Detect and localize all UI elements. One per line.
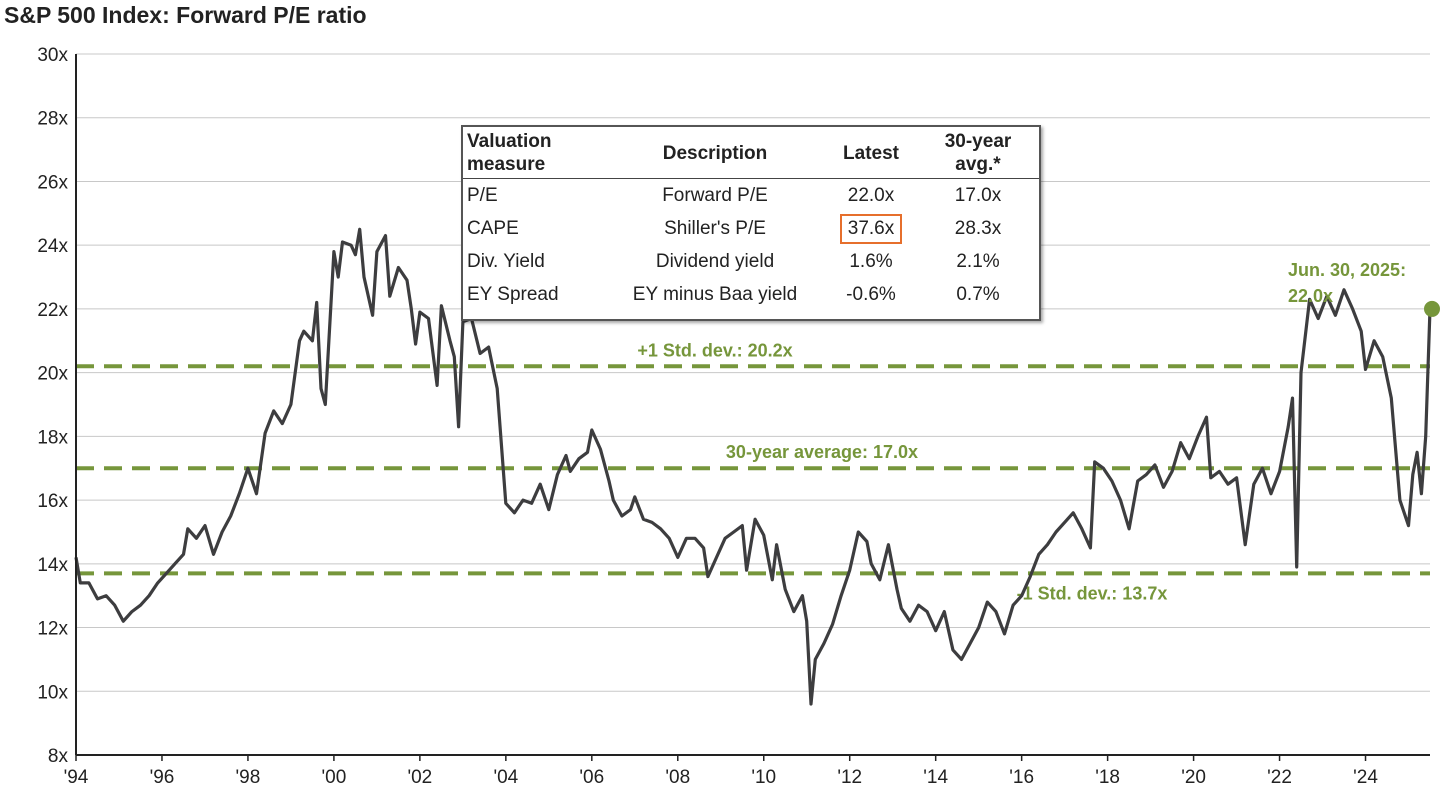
y-tick-label: 30x — [37, 45, 68, 66]
x-tick-label: '98 — [236, 767, 261, 788]
header-measure: Valuation measure — [463, 127, 605, 179]
end-point-label-value: 22.0x — [1288, 286, 1333, 306]
y-tick-label: 20x — [37, 364, 68, 385]
table-row: CAPE Shiller's P/E 37.6x 28.3x — [463, 212, 1039, 245]
x-tick-label: '94 — [64, 767, 89, 788]
gridlines — [76, 53, 1430, 692]
cell-avg: 28.3x — [954, 218, 1002, 239]
cell-description: EY minus Baa yield — [632, 284, 798, 305]
table-row: Div. Yield Dividend yield 1.6% 2.1% — [463, 245, 1039, 278]
cell-measure: P/E — [467, 185, 498, 206]
cell-description: Dividend yield — [655, 251, 775, 272]
y-tick-label: 8x — [48, 746, 69, 767]
cell-measure: Div. Yield — [467, 251, 545, 272]
reference-lines: +1 Std. dev.: 20.2x 30-year average: 17.0… — [76, 340, 1430, 603]
reference-label: -1 Std. dev.: 13.7x — [1017, 583, 1168, 603]
cell-latest: 22.0x — [847, 185, 895, 206]
valuation-table: Valuation measure Description Latest 30-… — [461, 125, 1041, 321]
cell-description: Forward P/E — [662, 185, 768, 206]
y-tick-label: 14x — [37, 555, 68, 576]
chart-title: S&P 500 Index: Forward P/E ratio — [4, 2, 367, 28]
x-tick-label: '06 — [579, 767, 604, 788]
y-axis-ticks: 8x 10x 12x 14x 16x 18x 20x 22x 24x 26x 28x 30x — [37, 45, 68, 767]
x-axis-ticks: '94 '96 '98 '00 '02 '04 '06 '08 '10 '12 '14 '16 '18 '… — [64, 755, 1378, 788]
header-latest: Latest — [843, 142, 899, 164]
y-tick-label: 22x — [37, 300, 68, 321]
y-tick-label: 28x — [37, 109, 68, 130]
x-tick-label: '12 — [837, 767, 862, 788]
y-tick-label: 12x — [37, 619, 68, 640]
x-tick-label: '08 — [665, 767, 690, 788]
header-avg: 30-year avg.* — [944, 131, 1012, 175]
table-row: EY Spread EY minus Baa yield -0.6% 0.7% — [463, 278, 1039, 311]
table-header-row: Valuation measure Description Latest 30-… — [463, 127, 1039, 179]
y-tick-label: 16x — [37, 491, 68, 512]
end-point-label-date: Jun. 30, 2025: — [1288, 260, 1406, 280]
x-tick-label: '00 — [322, 767, 347, 788]
cell-latest: -0.6% — [846, 284, 896, 305]
y-tick-label: 10x — [37, 682, 68, 703]
x-tick-label: '14 — [923, 767, 948, 788]
x-tick-label: '24 — [1353, 767, 1378, 788]
table-row: P/E Forward P/E 22.0x 17.0x — [463, 179, 1039, 213]
cell-measure: EY Spread — [467, 284, 559, 305]
end-point-marker — [1424, 300, 1440, 317]
x-tick-label: '96 — [150, 767, 175, 788]
y-tick-label: 24x — [37, 236, 68, 257]
highlighted-cell: 37.6x — [839, 214, 903, 244]
series-line — [74, 227, 1432, 706]
header-description: Description — [662, 142, 768, 164]
cell-measure: CAPE — [467, 218, 519, 239]
x-tick-label: '04 — [493, 767, 518, 788]
cell-latest: 37.6x — [825, 212, 917, 245]
end-point-annotation: Jun. 30, 2025: 22.0x — [1288, 260, 1440, 317]
x-tick-label: '10 — [751, 767, 776, 788]
x-tick-label: '22 — [1267, 767, 1292, 788]
x-tick-label: '20 — [1181, 767, 1206, 788]
series-layer — [74, 227, 1432, 706]
reference-label: +1 Std. dev.: 20.2x — [637, 340, 792, 360]
header-measure-text: Valuation measure — [467, 131, 552, 175]
y-tick-label: 26x — [37, 172, 68, 193]
x-tick-label: '18 — [1095, 767, 1120, 788]
cell-latest: 1.6% — [849, 251, 893, 272]
x-tick-label: '02 — [407, 767, 432, 788]
cell-avg: 2.1% — [956, 251, 1000, 272]
cell-description: Shiller's P/E — [664, 218, 766, 239]
cell-avg: 17.0x — [954, 185, 1002, 206]
x-tick-label: '16 — [1009, 767, 1034, 788]
y-tick-label: 18x — [37, 427, 68, 448]
reference-label: 30-year average: 17.0x — [726, 442, 918, 462]
cell-avg: 0.7% — [956, 284, 1000, 305]
